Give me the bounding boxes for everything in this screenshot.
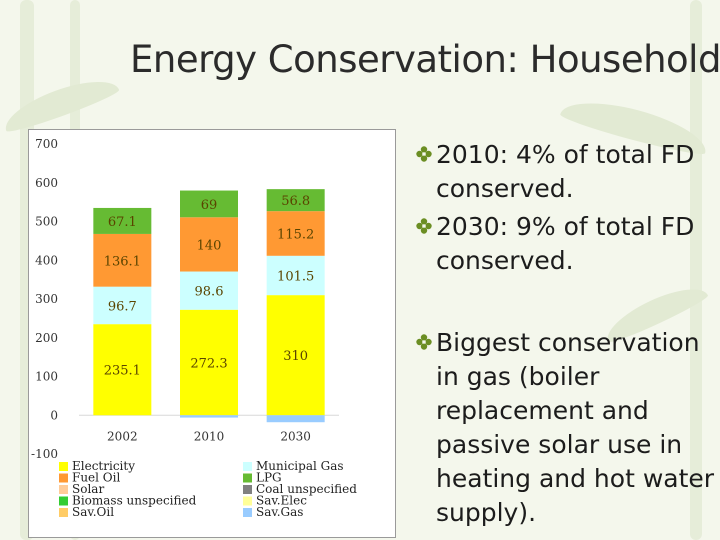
legend-swatch bbox=[59, 485, 68, 494]
bar-segment-fuel-oil bbox=[266, 211, 325, 256]
bar-segment-electricity bbox=[93, 324, 152, 416]
bar-segment-fuel-oil bbox=[93, 233, 152, 287]
bullet-item: Biggest conservation in gas (boiler repl… bbox=[416, 326, 716, 530]
legend-label: Sav.Elec bbox=[256, 494, 307, 508]
legend-label: Sav.Gas bbox=[256, 505, 303, 519]
y-tick-label: 500 bbox=[35, 215, 58, 229]
data-label: 272.3 bbox=[190, 356, 227, 371]
legend-swatch bbox=[243, 508, 252, 517]
chart-panel: -100 0 100 200 300 400 500 600 700 235.1 96.7 136.1… bbox=[28, 129, 396, 538]
data-label: 235.1 bbox=[104, 364, 141, 379]
stacked-bar-chart: -100 0 100 200 300 400 500 600 700 235.1 96.7 136.1… bbox=[31, 137, 357, 519]
data-label: 98.6 bbox=[195, 285, 224, 300]
bullet-item: 2010: 4% of total FD conserved. bbox=[416, 138, 716, 206]
y-tick-label: 300 bbox=[35, 292, 58, 306]
diamond-flower-bullet-icon bbox=[416, 334, 432, 350]
legend-swatch bbox=[243, 473, 252, 483]
y-tick-label: 600 bbox=[35, 176, 58, 190]
bar-segment-municipal-gas bbox=[180, 271, 238, 310]
diamond-flower-bullet-icon bbox=[416, 146, 432, 162]
bar-segment-lpg bbox=[180, 190, 238, 218]
data-label: 310 bbox=[283, 349, 308, 364]
bullet-text: 2030: 9% of total FD conserved. bbox=[436, 212, 695, 275]
bar-segment-lpg bbox=[93, 207, 152, 234]
bar-segment-municipal-gas bbox=[266, 255, 325, 296]
legend-label: Fuel Oil bbox=[72, 471, 120, 485]
legend-swatch bbox=[59, 473, 68, 483]
y-tick-label: 700 bbox=[35, 137, 58, 151]
legend-label: Coal unspecified bbox=[256, 482, 357, 496]
legend-swatch bbox=[59, 462, 68, 471]
bar-segment-lpg bbox=[266, 189, 325, 212]
y-tick-label: 200 bbox=[35, 331, 58, 345]
bar-segment-sav-gas bbox=[180, 415, 238, 418]
x-tick-label: 2030 bbox=[280, 429, 311, 443]
legend-label: LPG bbox=[256, 471, 282, 485]
bar-segment-fuel-oil bbox=[180, 217, 238, 272]
data-label: 136.1 bbox=[104, 254, 141, 269]
legend-label: Electricity bbox=[72, 459, 135, 473]
bullet-text: 2010: 4% of total FD conserved. bbox=[436, 140, 695, 203]
x-tick-label: 2010 bbox=[194, 429, 225, 443]
data-label: 69 bbox=[201, 198, 218, 213]
bullet-item: 2030: 9% of total FD conserved. bbox=[416, 210, 716, 278]
legend-label: Sav.Oil bbox=[72, 505, 114, 519]
y-tick-label: 400 bbox=[35, 253, 58, 267]
bullet-text: Biggest conservation in gas (boiler repl… bbox=[436, 328, 715, 527]
data-label: 115.2 bbox=[277, 227, 314, 242]
bullet-group-1: 2010: 4% of total FD conserved. 2030: 9%… bbox=[416, 138, 716, 282]
data-label: 140 bbox=[197, 238, 222, 253]
legend-label: Municipal Gas bbox=[256, 459, 344, 473]
y-tick-label: 0 bbox=[50, 408, 58, 422]
legend-swatch bbox=[243, 485, 252, 494]
y-tick-label: -100 bbox=[31, 447, 58, 461]
data-label: 101.5 bbox=[277, 269, 314, 284]
data-label: 96.7 bbox=[108, 299, 137, 314]
x-tick-label: 2002 bbox=[107, 429, 138, 443]
legend-label: Biomass unspecified bbox=[72, 494, 197, 508]
slide-title: Energy Conservation: Household bbox=[130, 38, 720, 81]
bar-segment-sav-gas bbox=[266, 415, 325, 423]
legend-swatch bbox=[243, 496, 252, 506]
bar-segment-municipal-gas bbox=[93, 286, 152, 325]
legend-swatch bbox=[59, 508, 68, 517]
legend-swatch bbox=[243, 462, 252, 471]
legend-label: Solar bbox=[72, 482, 104, 496]
bamboo-leaf-decoration bbox=[0, 70, 121, 136]
data-label: 67.1 bbox=[108, 215, 137, 230]
legend-swatch bbox=[59, 496, 68, 506]
diamond-flower-bullet-icon bbox=[416, 218, 432, 234]
bar-segment-electricity bbox=[266, 295, 325, 416]
y-tick-label: 100 bbox=[35, 370, 58, 384]
data-label: 56.8 bbox=[281, 194, 310, 209]
bar-segment-electricity bbox=[180, 309, 238, 416]
bullet-group-2: Biggest conservation in gas (boiler repl… bbox=[416, 326, 716, 534]
